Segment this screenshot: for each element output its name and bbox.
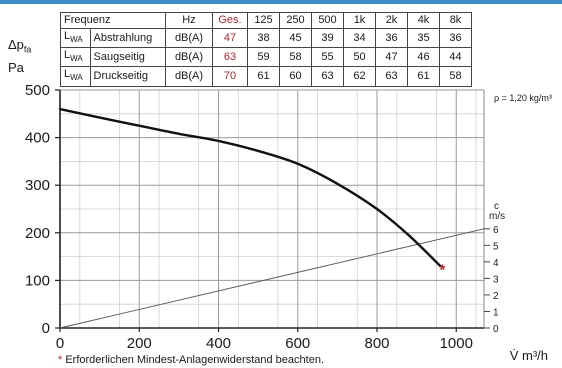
cell: 62 [343,66,376,87]
y-tick-label: 300 [25,177,50,194]
axis-labels: 0 100 200 300 400 500 0 200 400 600 800 1000 V̇ m³/h… [25,82,552,363]
velocity-tick-label: 1 [493,307,499,318]
velocity-tick-label: 0 [493,324,499,335]
row-symbol: LWA [60,47,91,68]
cell: 63 [375,66,408,87]
cell: 39 [311,27,344,49]
y-tick-label: 500 [25,82,50,99]
velocity-line [59,228,485,329]
table-row: LWA Druckseitig dB(A) 70 61 60 63 62 63 … [60,66,472,87]
row-unit: dB(A) [165,47,213,68]
row-total: 70 [212,66,248,87]
sound-power-table: Frequenz Hz Ges. 125 250 500 1k 2k 4k 8k… [60,12,472,87]
velocity-tick-label: 5 [493,241,499,252]
row-total: 63 [212,47,248,68]
y-tick-label: 100 [25,272,50,289]
cell: 50 [343,47,376,68]
top-accent-bar [0,0,562,4]
footnote-star: * [58,354,63,366]
velocity-tick-label: 3 [493,274,499,285]
velocity-axis-label: c [494,201,499,212]
y-tick-label: 0 [42,320,50,337]
y-tick-label: 400 [25,130,50,147]
header-250: 250 [279,12,312,29]
cell: 34 [343,27,376,49]
velocity-tick-label: 4 [493,258,499,269]
footnote: * Erforderlichen Mindest-Anlagenwidersta… [58,354,324,366]
x-tick-label: 400 [206,335,231,352]
footnote-text: Erforderlichen Mindest-Anlagenwiderstand… [65,354,324,366]
y-axis-unit: Pa [8,59,24,75]
table-row: LWA Saugseitig dB(A) 63 59 58 55 50 47 4… [60,47,472,68]
row-label: Druckseitig [89,66,167,87]
velocity-tick-label: 6 [493,225,499,236]
velocity-tick-label: 2 [493,291,499,302]
x-tick-label: 0 [56,335,64,352]
x-tick-label: 600 [285,335,310,352]
cell: 61 [247,66,280,87]
row-unit: dB(A) [165,66,213,87]
cell: 36 [375,27,408,49]
cell: 63 [311,66,344,87]
row-label: Saugseitig [89,47,167,68]
velocity-axis-unit: m/s [489,211,505,222]
y-tick-label: 200 [25,225,50,242]
x-tick-label: 1000 [440,335,473,352]
pressure-curve [58,107,442,268]
table-header-row: Frequenz Hz Ges. 125 250 500 1k 2k 4k 8k [60,12,472,29]
cell: 61 [407,66,440,87]
density-note: ρ = 1,20 kg/m³ [494,93,552,103]
grid [55,89,485,332]
x-axis-label: V̇ m³/h [510,348,548,363]
row-label: Abstrahlung [89,27,167,49]
y-axis-label: Δpfa Pa [8,37,32,75]
minimum-resistance-marker: * [439,262,445,279]
series-layer: * [58,107,485,329]
row-symbol: LWA [60,66,91,87]
cell: 59 [247,47,280,68]
cell: 58 [439,66,472,87]
velocity-axis: 0 1 2 3 4 5 6 cm/s [484,201,505,335]
x-tick-label: 200 [127,335,152,352]
x-tick-label: 800 [364,335,389,352]
